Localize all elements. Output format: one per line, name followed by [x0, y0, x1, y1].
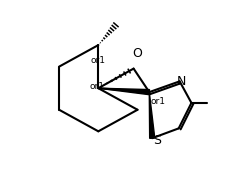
Text: N: N [176, 75, 185, 88]
Text: or1: or1 [90, 56, 105, 65]
Text: or1: or1 [89, 82, 104, 91]
Text: O: O [132, 47, 142, 60]
Polygon shape [149, 92, 154, 138]
Polygon shape [98, 88, 149, 95]
Text: or1: or1 [150, 97, 165, 106]
Text: S: S [153, 134, 160, 147]
